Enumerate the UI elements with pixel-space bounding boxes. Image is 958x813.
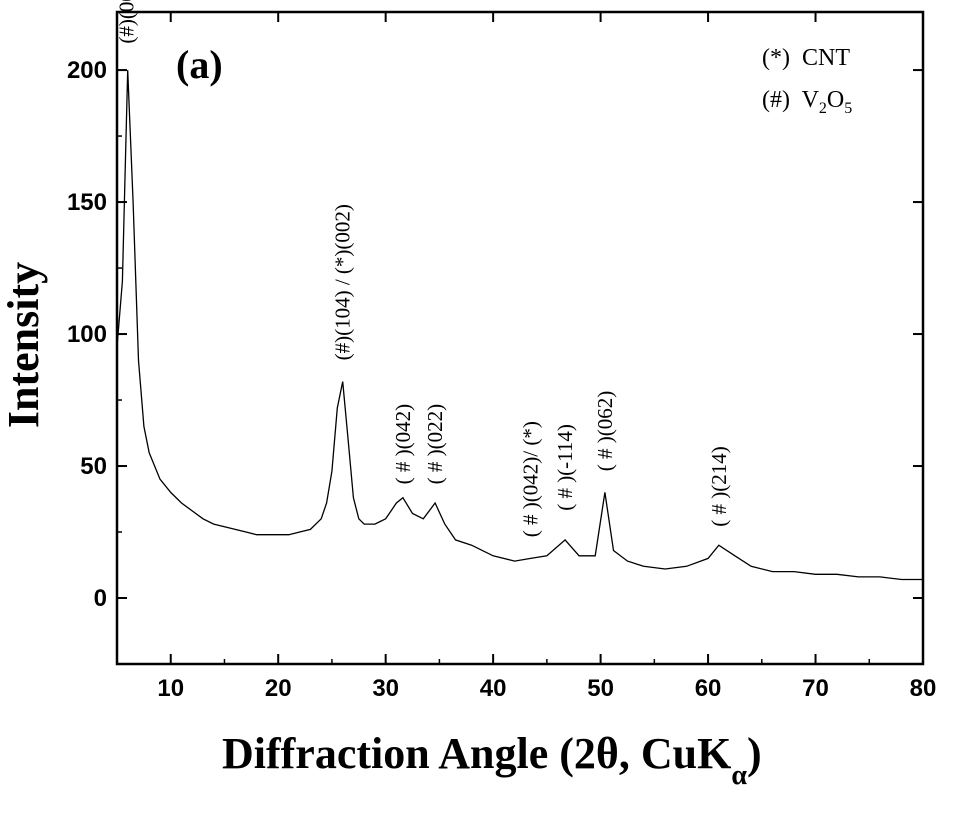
x-tick-label: 30 — [372, 675, 399, 702]
peak-label: ( # )(042) — [391, 404, 415, 484]
legend-entry-v2o5: (#) V2O5 — [762, 87, 852, 117]
y-tick-label: 50 — [80, 453, 107, 480]
peak-label: ( # )(214) — [707, 446, 731, 526]
panel-label: (a) — [176, 42, 223, 87]
x-tick-label: 40 — [480, 675, 507, 702]
y-tick-label: 200 — [67, 57, 107, 84]
x-tick-label: 80 — [910, 675, 937, 702]
x-tick-label: 70 — [802, 675, 829, 702]
x-axis-title: Diffraction Angle (2θ, CuKα) — [222, 729, 762, 791]
y-tick-label: 150 — [67, 189, 107, 216]
series-line — [117, 70, 923, 581]
legend-entry-cnt: (*) CNT — [762, 45, 850, 71]
y-tick-label: 0 — [94, 585, 107, 612]
y-axis-title: Intensity — [0, 262, 48, 428]
x-tick-label: 60 — [695, 675, 722, 702]
peak-label: ( # )(022) — [423, 404, 447, 484]
peak-label: ( # )(062) — [593, 391, 617, 471]
x-tick-label: 10 — [157, 675, 184, 702]
x-tick-label: 50 — [587, 675, 614, 702]
peak-label: (#)(104) / (*)(002) — [331, 204, 355, 360]
x-tick-label: 20 — [265, 675, 292, 702]
peak-label: ( # )(042)/ (*) — [519, 421, 543, 537]
peak-label: (#)(001) — [115, 0, 139, 44]
legend: (*) CNT (#) V2O5 — [762, 45, 852, 117]
peak-label: ( # )(-114) — [553, 424, 577, 511]
plot-frame — [115, 10, 925, 666]
y-tick-label: 100 — [67, 321, 107, 348]
